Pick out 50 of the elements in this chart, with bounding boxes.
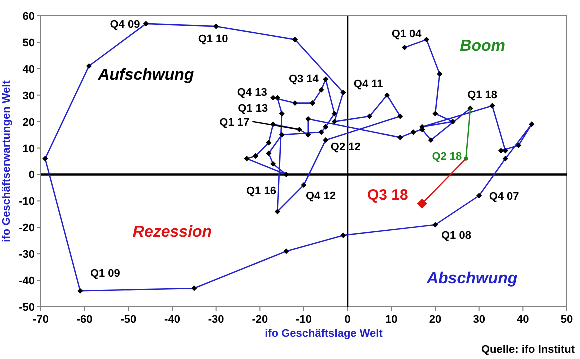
y-tick-label: 30 xyxy=(22,90,35,102)
annotation: Q3 18 xyxy=(367,186,408,204)
source-note: Quelle: ifo Institut xyxy=(482,344,576,356)
y-tick-label: -20 xyxy=(19,222,35,235)
annotation: Q4 11 xyxy=(354,78,384,90)
x-tick-label: -70 xyxy=(33,314,49,326)
x-tick-label: 50 xyxy=(560,314,574,326)
y-tick-label: 0 xyxy=(28,170,35,182)
y-tick-label: 20 xyxy=(22,116,35,129)
point xyxy=(417,198,428,209)
x-tick-label: -10 xyxy=(296,314,312,326)
x-tick-label: 0 xyxy=(344,314,351,326)
annotation: Q3 14 xyxy=(288,73,320,86)
annotation: Q2 18 xyxy=(432,150,462,163)
annotation: Boom xyxy=(460,38,506,55)
annotation: Abschwung xyxy=(426,270,518,288)
annotation: Aufschwung xyxy=(97,67,194,84)
annotation: Q1 08 xyxy=(442,230,472,242)
annotation: Q1 04 xyxy=(392,28,423,41)
annotation: Q4 09 xyxy=(110,18,140,31)
y-tick-label: 60 xyxy=(22,11,35,23)
y-tick-label: -30 xyxy=(19,249,35,262)
y-tick-label: -40 xyxy=(19,276,35,288)
annotation: Q1 09 xyxy=(90,268,120,280)
x-tick-label: -30 xyxy=(208,314,224,326)
x-tick-label: 30 xyxy=(473,314,486,326)
annotation: Rezession xyxy=(132,224,212,242)
y-tick-label: 40 xyxy=(22,64,35,76)
x-tick-label: -50 xyxy=(120,314,137,326)
x-tick-label: 20 xyxy=(429,314,442,326)
y-tick-label: 50 xyxy=(22,37,35,50)
y-tick-label: -10 xyxy=(19,196,35,208)
annotation: Q1 16 xyxy=(246,186,276,198)
annotation: Q2 12 xyxy=(330,141,361,154)
y-axis-title: ifo Geschäftserwartungen Welt xyxy=(1,80,13,242)
annotation: Q1 10 xyxy=(198,34,228,46)
x-tick-label: -40 xyxy=(164,314,180,326)
x-tick-label: -20 xyxy=(252,314,268,326)
annotation: Q4 12 xyxy=(306,190,336,202)
y-tick-label: 10 xyxy=(22,143,35,156)
x-tick-label: 40 xyxy=(517,314,530,326)
annotation: Q1 18 xyxy=(468,90,498,102)
annotation: Q1 13 xyxy=(238,102,268,115)
annotation: Q4 07 xyxy=(489,190,520,203)
x-axis-title: ifo Geschäftslage Welt xyxy=(265,328,384,340)
y-tick-label: -50 xyxy=(19,302,35,314)
annotation: Q1 17 xyxy=(220,116,250,129)
x-tick-label: -60 xyxy=(76,314,93,326)
annotation: Q4 13 xyxy=(237,87,268,100)
x-tick-label: 10 xyxy=(386,314,398,326)
